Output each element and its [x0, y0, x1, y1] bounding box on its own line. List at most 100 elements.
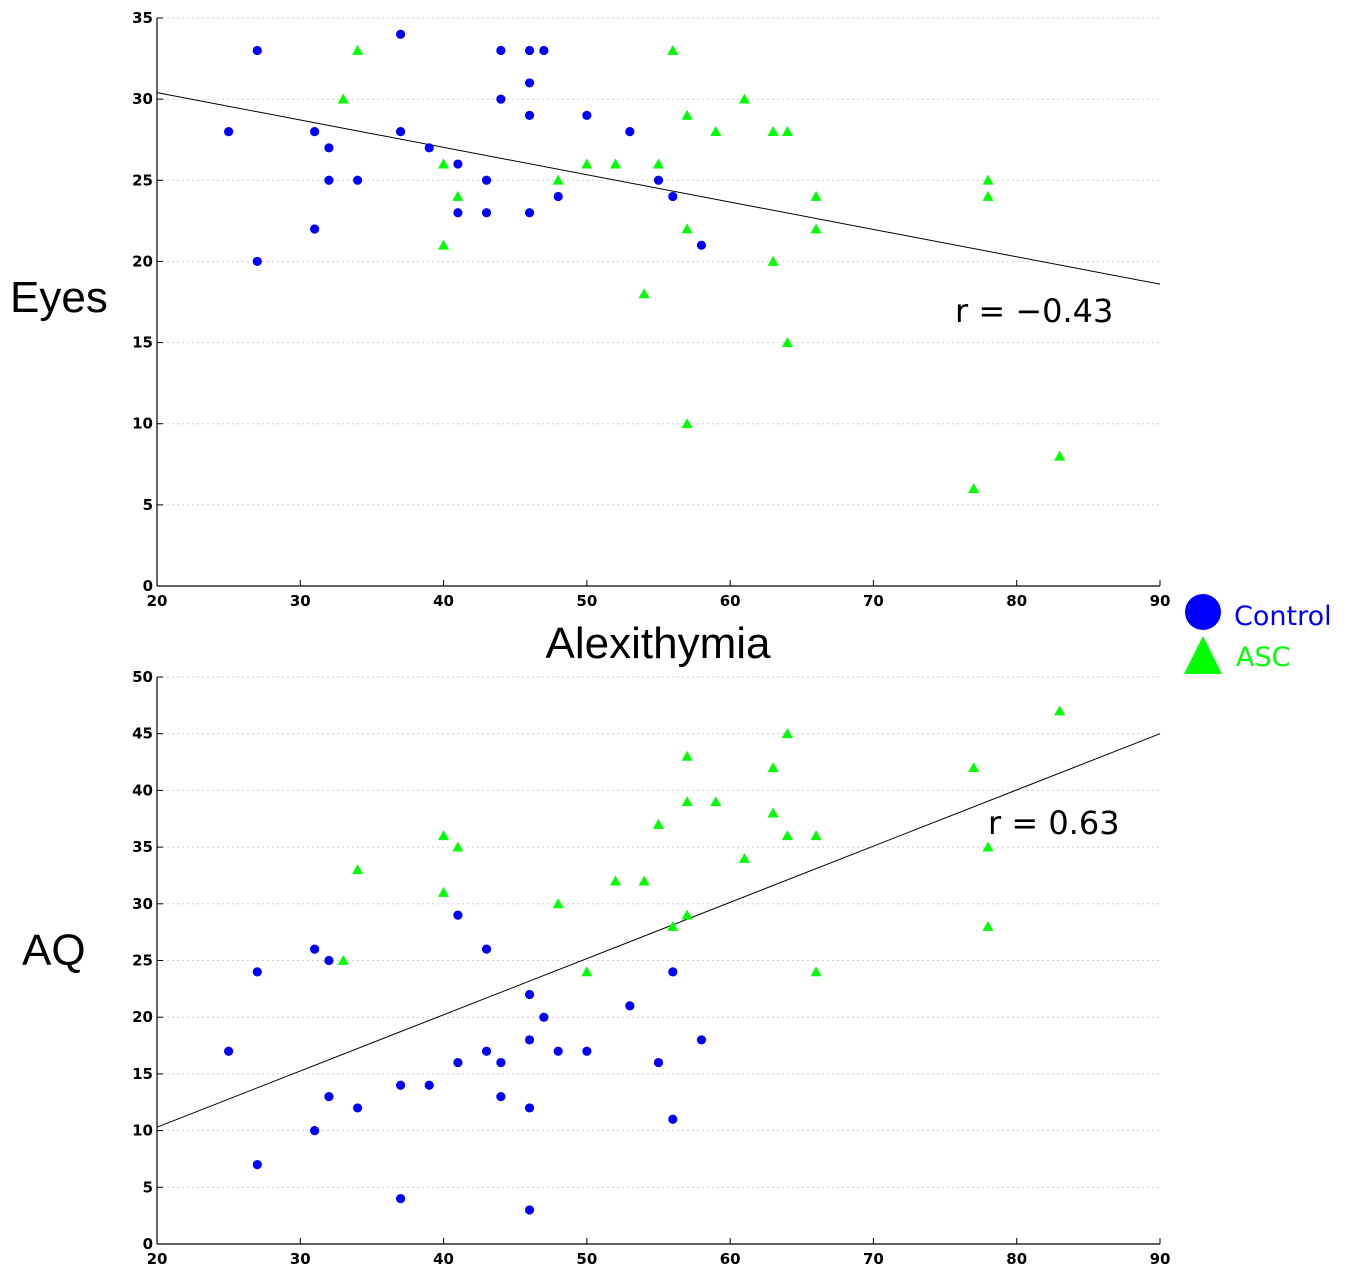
- eyes-control-point: [553, 191, 563, 202]
- eyes-y-tick-label: 10: [132, 415, 153, 433]
- aq-control-point: [553, 1046, 563, 1056]
- eyes-asc-point: [738, 93, 750, 104]
- aq-control-point: [481, 944, 492, 954]
- aq-control-point: [324, 1091, 334, 1102]
- aq-control-point: [424, 1080, 434, 1090]
- eyes-control-point: [353, 175, 363, 185]
- eyes-control-point: [696, 240, 707, 250]
- aq-asc-point: [738, 852, 750, 863]
- aq-asc-point: [638, 875, 650, 886]
- eyes-asc-point: [681, 418, 693, 429]
- eyes-control-point: [496, 45, 506, 56]
- eyes-y-tick-label: 25: [132, 171, 153, 189]
- eyes-control-point: [324, 143, 334, 153]
- aq-scatter-panel: 0 5 10 15 20 25 30 35 40 45 50 20 30 40 50 60 70 80 90: [132, 668, 1170, 1267]
- control-legend-label: Control: [1234, 601, 1332, 632]
- eyes-asc-point: [781, 126, 793, 136]
- aq-asc-point: [710, 796, 722, 807]
- aq-x-tick-label: 90: [1150, 1250, 1171, 1267]
- eyes-control-point: [524, 45, 535, 56]
- eyes-x-tick-label: 40: [433, 592, 454, 610]
- aq-y-tick-label: 30: [132, 895, 153, 913]
- eyes-asc-point: [968, 483, 980, 494]
- eyes-y-tick-label: 5: [143, 496, 153, 514]
- aq-asc-point: [1054, 705, 1066, 716]
- aq-control-point: [524, 989, 535, 1000]
- eyes-asc-point: [438, 158, 450, 169]
- eyes-asc-point: [667, 44, 679, 55]
- eyes-x-tick-label: 90: [1150, 592, 1171, 610]
- eyes-control-point: [453, 159, 463, 169]
- eyes-asc-point: [982, 191, 994, 201]
- eyes-regression-line: [156, 92, 1161, 285]
- aq-control-point: [496, 1057, 506, 1068]
- aq-asc-point: [681, 796, 693, 807]
- eyes-asc-point: [1054, 450, 1066, 461]
- eyes-control-point: [625, 127, 635, 137]
- aq-y-tick-label: 10: [132, 1122, 153, 1140]
- aq-y-tick-label: 25: [132, 952, 153, 970]
- aq-y-tick-label: 15: [132, 1065, 153, 1083]
- aq-control-point: [539, 1012, 549, 1022]
- eyes-asc-point: [337, 93, 349, 104]
- eyes-asc-point: [810, 223, 822, 234]
- aq-asc-point: [352, 864, 364, 875]
- aq-asc-point: [452, 841, 464, 852]
- aq-control-point: [582, 1046, 592, 1056]
- eyes-asc-point: [610, 158, 622, 169]
- aq-control-point: [524, 1205, 535, 1215]
- eyes-control-point: [310, 224, 320, 234]
- eyes-correlation-annotation: r = −0.43: [955, 292, 1113, 330]
- eyes-control-point: [524, 78, 535, 88]
- aq-asc-point: [667, 920, 679, 931]
- aq-asc-point: [982, 841, 994, 852]
- aq-asc-point: [681, 750, 693, 761]
- aq-correlation-annotation: r = 0.63: [988, 804, 1120, 842]
- eyes-control-point: [668, 191, 678, 202]
- aq-control-point: [524, 1035, 535, 1045]
- aq-control-point: [524, 1103, 535, 1113]
- aq-asc-point: [781, 830, 793, 841]
- eyes-axis-label: Eyes: [10, 273, 108, 322]
- aq-control-point: [224, 1046, 234, 1056]
- eyes-control-point: [481, 208, 492, 218]
- eyes-y-tick-label: 35: [132, 9, 153, 27]
- eyes-y-tick-label: 0: [143, 577, 153, 595]
- eyes-control-point: [395, 29, 406, 39]
- eyes-asc-point: [681, 109, 693, 120]
- eyes-control-point: [324, 175, 334, 185]
- eyes-scatter-panel: 0 5 10 15 20 25 30 35 20 30 40 50 60 70 80 90: [132, 9, 1170, 610]
- eyes-asc-point: [581, 158, 593, 169]
- aq-asc-point: [610, 875, 622, 886]
- aq-y-tick-label: 50: [132, 668, 153, 686]
- eyes-control-point: [453, 208, 463, 218]
- aq-control-point: [310, 1126, 320, 1136]
- aq-y-tick-label: 5: [143, 1178, 153, 1196]
- aq-control-point: [668, 1114, 678, 1124]
- aq-x-tick-label: 40: [433, 1250, 454, 1267]
- aq-x-tick-label: 80: [1006, 1250, 1027, 1267]
- aq-x-tick-label: 50: [576, 1250, 597, 1267]
- eyes-asc-point: [438, 239, 450, 250]
- aq-control-point: [252, 967, 262, 977]
- eyes-asc-point: [352, 44, 364, 55]
- aq-asc-point: [438, 886, 450, 897]
- eyes-control-point: [310, 127, 320, 137]
- aq-x-tick-label: 70: [863, 1250, 884, 1267]
- eyes-control-point: [481, 175, 492, 185]
- eyes-asc-point: [552, 174, 564, 185]
- aq-control-point: [668, 967, 678, 977]
- aq-control-point: [625, 1001, 635, 1011]
- aq-control-point: [353, 1103, 363, 1113]
- aq-y-tick-label: 0: [143, 1235, 153, 1253]
- legend-item-asc: ASC: [1184, 636, 1290, 674]
- eyes-y-tick-label: 20: [132, 252, 153, 270]
- eyes-asc-point: [681, 223, 693, 234]
- eyes-control-point: [252, 45, 262, 56]
- eyes-asc-point: [710, 126, 722, 136]
- eyes-x-tick-label: 50: [576, 592, 597, 610]
- aq-control-point: [395, 1194, 406, 1204]
- eyes-control-point: [539, 45, 549, 56]
- aq-control-point: [252, 1160, 262, 1170]
